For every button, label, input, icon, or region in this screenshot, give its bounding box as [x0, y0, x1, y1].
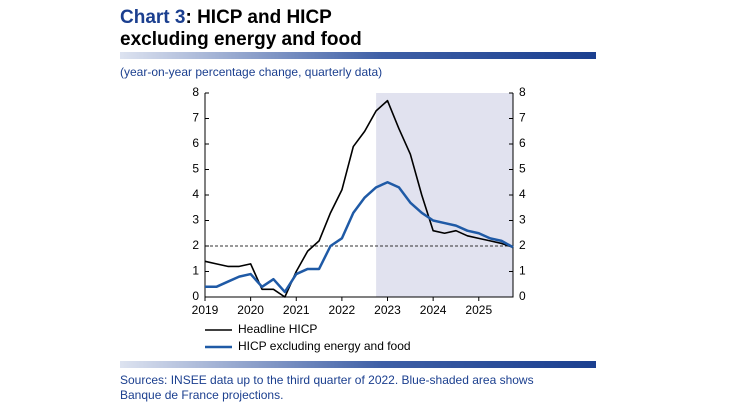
y-tick-label: 5 [192, 162, 199, 176]
y2-tick-label: 5 [519, 162, 526, 176]
x-tick-label: 2021 [283, 303, 310, 317]
y2-tick-label: 3 [519, 213, 526, 227]
x-tick-label: 2019 [192, 303, 219, 317]
y-tick-label: 3 [192, 213, 199, 227]
y-tick-label: 0 [192, 289, 199, 303]
y2-tick-label: 4 [519, 187, 526, 201]
x-tick-label: 2025 [465, 303, 492, 317]
y-tick-label: 4 [192, 187, 199, 201]
y-tick-label: 1 [192, 264, 199, 278]
y2-tick-label: 1 [519, 264, 526, 278]
y2-tick-label: 2 [519, 238, 526, 252]
legend-label: HICP excluding energy and food [238, 339, 411, 353]
header-bar [120, 52, 596, 59]
y-tick-label: 8 [192, 85, 199, 99]
y2-tick-label: 0 [519, 289, 526, 303]
y-tick-label: 7 [192, 111, 199, 125]
y2-tick-label: 7 [519, 111, 526, 125]
subtitle: (year-on-year percentage change, quarter… [120, 65, 382, 79]
x-tick-label: 2022 [329, 303, 356, 317]
legend-label: Headline HICP [238, 322, 317, 336]
chart-title: Chart 3: HICP and HICP [120, 7, 332, 28]
title-line: excluding energy and food [120, 29, 362, 50]
y2-tick-label: 8 [519, 85, 526, 99]
x-tick-label: 2024 [420, 303, 447, 317]
y2-tick-label: 6 [519, 136, 526, 150]
series-line [204, 99, 514, 298]
note-line: Sources: INSEE data up to the third quar… [120, 373, 534, 387]
x-tick-label: 2020 [237, 303, 264, 317]
title-line: : HICP and HICP [185, 7, 332, 28]
series-line [205, 181, 514, 294]
chart-number: Chart 3 [120, 7, 185, 28]
y-tick-label: 2 [192, 238, 199, 252]
footer-bar [120, 361, 596, 368]
y-tick-label: 6 [192, 136, 199, 150]
x-tick-label: 2023 [374, 303, 401, 317]
axis-frame [204, 93, 514, 298]
note-line: Banque de France projections. [120, 388, 283, 402]
